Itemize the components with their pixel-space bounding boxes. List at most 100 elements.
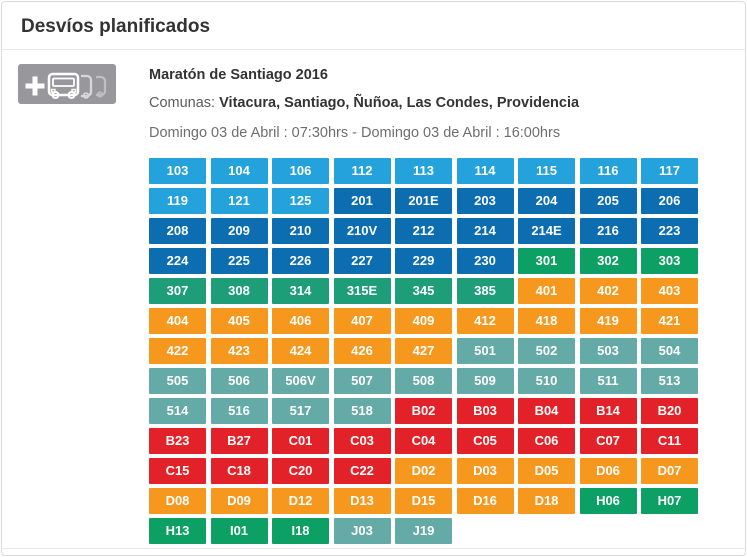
- route-button-D16[interactable]: D16: [456, 488, 514, 514]
- route-button-D12[interactable]: D12: [272, 488, 329, 514]
- route-button-106[interactable]: 106: [272, 158, 329, 184]
- route-button-117[interactable]: 117: [641, 158, 698, 184]
- route-button-506V[interactable]: 506V: [272, 368, 329, 394]
- route-button-C01[interactable]: C01: [272, 428, 329, 454]
- route-button-201E[interactable]: 201E: [395, 188, 452, 214]
- route-button-D06[interactable]: D06: [579, 458, 637, 484]
- route-button-216[interactable]: 216: [579, 218, 637, 244]
- route-button-D09[interactable]: D09: [210, 488, 268, 514]
- route-button-C04[interactable]: C04: [395, 428, 452, 454]
- route-button-301[interactable]: 301: [518, 248, 575, 274]
- route-button-223[interactable]: 223: [641, 218, 698, 244]
- route-button-423[interactable]: 423: [210, 338, 268, 364]
- route-button-409[interactable]: 409: [395, 308, 452, 334]
- route-button-D15[interactable]: D15: [395, 488, 452, 514]
- route-button-121[interactable]: 121: [210, 188, 268, 214]
- route-button-103[interactable]: 103: [149, 158, 206, 184]
- route-button-514[interactable]: 514: [149, 398, 206, 424]
- route-button-D08[interactable]: D08: [149, 488, 206, 514]
- route-button-B03[interactable]: B03: [456, 398, 514, 424]
- route-button-B02[interactable]: B02: [395, 398, 452, 424]
- route-button-385[interactable]: 385: [456, 278, 514, 304]
- route-button-112[interactable]: 112: [333, 158, 391, 184]
- route-button-422[interactable]: 422: [149, 338, 206, 364]
- route-button-119[interactable]: 119: [149, 188, 206, 214]
- route-button-C06[interactable]: C06: [518, 428, 575, 454]
- route-button-B04[interactable]: B04: [518, 398, 575, 424]
- route-button-205[interactable]: 205: [579, 188, 637, 214]
- route-button-419[interactable]: 419: [579, 308, 637, 334]
- route-button-402[interactable]: 402: [579, 278, 637, 304]
- route-button-511[interactable]: 511: [579, 368, 637, 394]
- route-button-104[interactable]: 104: [210, 158, 268, 184]
- route-button-508[interactable]: 508: [395, 368, 452, 394]
- route-button-516[interactable]: 516: [210, 398, 268, 424]
- route-button-206[interactable]: 206: [641, 188, 698, 214]
- route-button-C22[interactable]: C22: [333, 458, 391, 484]
- route-button-204[interactable]: 204: [518, 188, 575, 214]
- route-button-507[interactable]: 507: [333, 368, 391, 394]
- route-button-501[interactable]: 501: [456, 338, 514, 364]
- route-button-201[interactable]: 201: [333, 188, 391, 214]
- route-button-116[interactable]: 116: [579, 158, 637, 184]
- route-button-314[interactable]: 314: [272, 278, 329, 304]
- route-button-307[interactable]: 307: [149, 278, 206, 304]
- route-button-302[interactable]: 302: [579, 248, 637, 274]
- route-button-D07[interactable]: D07: [641, 458, 698, 484]
- route-button-214[interactable]: 214: [456, 218, 514, 244]
- route-button-229[interactable]: 229: [395, 248, 452, 274]
- route-button-J03[interactable]: J03: [333, 518, 391, 544]
- route-button-503[interactable]: 503: [579, 338, 637, 364]
- route-button-427[interactable]: 427: [395, 338, 452, 364]
- route-button-D03[interactable]: D03: [456, 458, 514, 484]
- route-button-210[interactable]: 210: [272, 218, 329, 244]
- route-button-C07[interactable]: C07: [579, 428, 637, 454]
- route-button-210V[interactable]: 210V: [333, 218, 391, 244]
- route-button-345[interactable]: 345: [395, 278, 452, 304]
- route-button-407[interactable]: 407: [333, 308, 391, 334]
- route-button-I01[interactable]: I01: [210, 518, 268, 544]
- route-button-517[interactable]: 517: [272, 398, 329, 424]
- route-button-H07[interactable]: H07: [641, 488, 698, 514]
- route-button-426[interactable]: 426: [333, 338, 391, 364]
- route-button-418[interactable]: 418: [518, 308, 575, 334]
- route-button-D02[interactable]: D02: [395, 458, 452, 484]
- route-button-505[interactable]: 505: [149, 368, 206, 394]
- route-button-113[interactable]: 113: [395, 158, 452, 184]
- route-button-H06[interactable]: H06: [579, 488, 637, 514]
- route-button-115[interactable]: 115: [518, 158, 575, 184]
- route-button-421[interactable]: 421: [641, 308, 698, 334]
- route-button-502[interactable]: 502: [518, 338, 575, 364]
- route-button-208[interactable]: 208: [149, 218, 206, 244]
- route-button-C03[interactable]: C03: [333, 428, 391, 454]
- route-button-I18[interactable]: I18: [272, 518, 329, 544]
- route-button-B27[interactable]: B27: [210, 428, 268, 454]
- route-button-C20[interactable]: C20: [272, 458, 329, 484]
- route-button-C15[interactable]: C15: [149, 458, 206, 484]
- route-button-212[interactable]: 212: [395, 218, 452, 244]
- route-button-412[interactable]: 412: [456, 308, 514, 334]
- route-button-513[interactable]: 513: [641, 368, 698, 394]
- route-button-B20[interactable]: B20: [641, 398, 698, 424]
- route-button-424[interactable]: 424: [272, 338, 329, 364]
- route-button-406[interactable]: 406: [272, 308, 329, 334]
- route-button-510[interactable]: 510: [518, 368, 575, 394]
- route-button-B23[interactable]: B23: [149, 428, 206, 454]
- route-button-405[interactable]: 405: [210, 308, 268, 334]
- route-button-225[interactable]: 225: [210, 248, 268, 274]
- route-button-C18[interactable]: C18: [210, 458, 268, 484]
- route-button-518[interactable]: 518: [333, 398, 391, 424]
- route-button-C05[interactable]: C05: [456, 428, 514, 454]
- route-button-224[interactable]: 224: [149, 248, 206, 274]
- route-button-509[interactable]: 509: [456, 368, 514, 394]
- route-button-227[interactable]: 227: [333, 248, 391, 274]
- route-button-214E[interactable]: 214E: [518, 218, 575, 244]
- route-button-230[interactable]: 230: [456, 248, 514, 274]
- route-button-504[interactable]: 504: [641, 338, 698, 364]
- route-button-226[interactable]: 226: [272, 248, 329, 274]
- route-button-114[interactable]: 114: [456, 158, 514, 184]
- route-button-315E[interactable]: 315E: [333, 278, 391, 304]
- route-button-404[interactable]: 404: [149, 308, 206, 334]
- route-button-B14[interactable]: B14: [579, 398, 637, 424]
- route-button-D18[interactable]: D18: [518, 488, 575, 514]
